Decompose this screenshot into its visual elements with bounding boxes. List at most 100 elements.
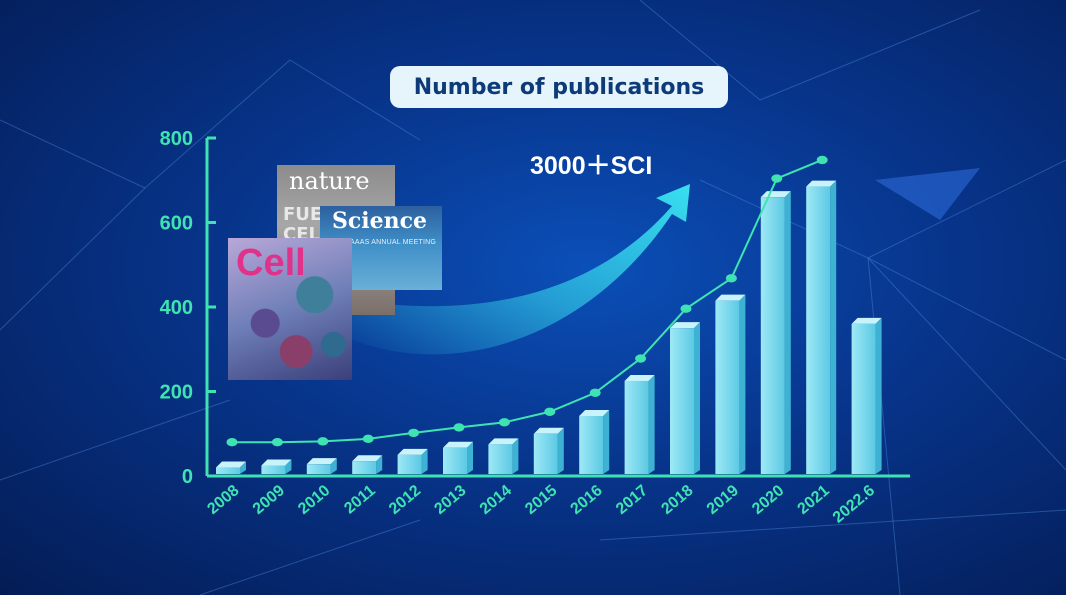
trend-point: [589, 388, 601, 397]
x-tick-label: 2022.6: [830, 482, 878, 527]
bar-top: [306, 458, 337, 465]
trend-point: [498, 418, 510, 427]
bar-top: [579, 410, 610, 417]
bar-face: [715, 300, 740, 474]
bar: [306, 458, 337, 474]
bar-face: [670, 328, 694, 474]
bar-top: [715, 294, 746, 301]
bar: [624, 374, 655, 474]
bar-side: [784, 191, 791, 474]
bar-side: [875, 317, 882, 474]
y-tick-label: 0: [182, 466, 193, 488]
nature-masthead: nature: [289, 167, 370, 195]
bar-top: [670, 322, 700, 329]
x-tick-label: 2017: [613, 482, 651, 518]
trend-line: [232, 159, 823, 444]
cell-masthead: Cell: [236, 242, 306, 284]
bar-top: [216, 461, 246, 468]
y-tick-label: 400: [160, 297, 193, 319]
bar-side: [240, 461, 246, 474]
bar-side: [557, 427, 564, 474]
bar: [216, 461, 246, 474]
bar-face: [533, 433, 558, 474]
bar-side: [376, 455, 383, 474]
trend-point: [544, 407, 556, 416]
bar-side: [285, 459, 292, 474]
trend-point: [680, 304, 692, 313]
background-triangle: [875, 168, 980, 220]
science-cover-subtitle: AAAS ANNUAL MEETING: [350, 239, 437, 246]
trend-point: [816, 155, 828, 165]
bar-side: [421, 448, 428, 474]
x-tick-label: 2008: [204, 482, 242, 518]
x-tick-label: 2019: [704, 482, 742, 518]
x-tick-label: 2016: [568, 482, 606, 518]
bar: [579, 410, 610, 474]
bar: [851, 317, 882, 474]
bar: [760, 191, 791, 474]
bar-top: [261, 459, 292, 466]
x-tick-label: 2021: [795, 482, 833, 518]
bar-top: [533, 427, 564, 434]
trend-point: [635, 354, 647, 363]
sci-count-callout: 3000＋SCI: [530, 152, 653, 180]
trend-point: [408, 428, 420, 438]
bar-side: [648, 374, 655, 474]
bar-top: [806, 180, 837, 187]
bar: [352, 455, 383, 474]
bar-side: [694, 322, 700, 474]
bar-side: [603, 410, 610, 474]
bar: [670, 322, 700, 474]
bar-series: [216, 180, 882, 474]
bar-top: [352, 455, 383, 462]
growth-arrow: [352, 184, 690, 355]
x-tick-label: 2014: [477, 482, 515, 518]
y-tick-label: 800: [160, 128, 193, 150]
bar-side: [330, 458, 337, 474]
bar-face: [760, 197, 785, 474]
bar-face: [851, 323, 876, 474]
bar-face: [806, 186, 831, 474]
bar-face: [488, 444, 513, 474]
bar-side: [739, 294, 746, 474]
x-tick-label: 2020: [749, 482, 787, 518]
science-masthead: Science: [332, 208, 428, 234]
bar-face: [216, 467, 240, 474]
bar-top: [624, 374, 655, 381]
cell-journal-cover: Cell: [228, 238, 352, 380]
chart-title: Number of publications: [390, 66, 728, 108]
bar-side: [830, 180, 837, 474]
x-axis-labels: 2008 2009 2010 2011 2012 2013 2014 2015 2016 2017…: [204, 482, 878, 527]
bar-face: [579, 416, 604, 474]
bar-face: [352, 461, 377, 474]
bar: [806, 180, 837, 474]
bar-face: [261, 465, 286, 474]
x-tick-label: 2009: [250, 482, 288, 518]
trend-point: [453, 423, 465, 432]
x-tick-label: 2012: [386, 482, 424, 518]
x-tick-label: 2015: [522, 482, 560, 518]
y-tick-label: 600: [160, 213, 193, 235]
bar: [261, 459, 292, 474]
bar-top: [443, 441, 473, 448]
bar: [533, 427, 564, 474]
bar: [397, 448, 428, 474]
bar-face: [443, 447, 467, 474]
bar-face: [306, 464, 331, 474]
y-axis-labels: 0 200 400 600 800: [160, 128, 193, 488]
bar-face: [397, 454, 422, 474]
trend-point: [771, 174, 783, 183]
bar-face: [624, 380, 649, 474]
trend-point: [725, 274, 737, 283]
y-tick-label: 200: [160, 382, 193, 404]
trend-line-series: [226, 155, 828, 447]
bar-side: [467, 441, 473, 474]
trend-point: [271, 438, 283, 447]
bar: [715, 294, 746, 474]
trend-point: [226, 438, 238, 447]
x-tick-label: 2010: [295, 482, 333, 518]
bar-top: [488, 438, 519, 445]
trend-point: [362, 434, 374, 444]
